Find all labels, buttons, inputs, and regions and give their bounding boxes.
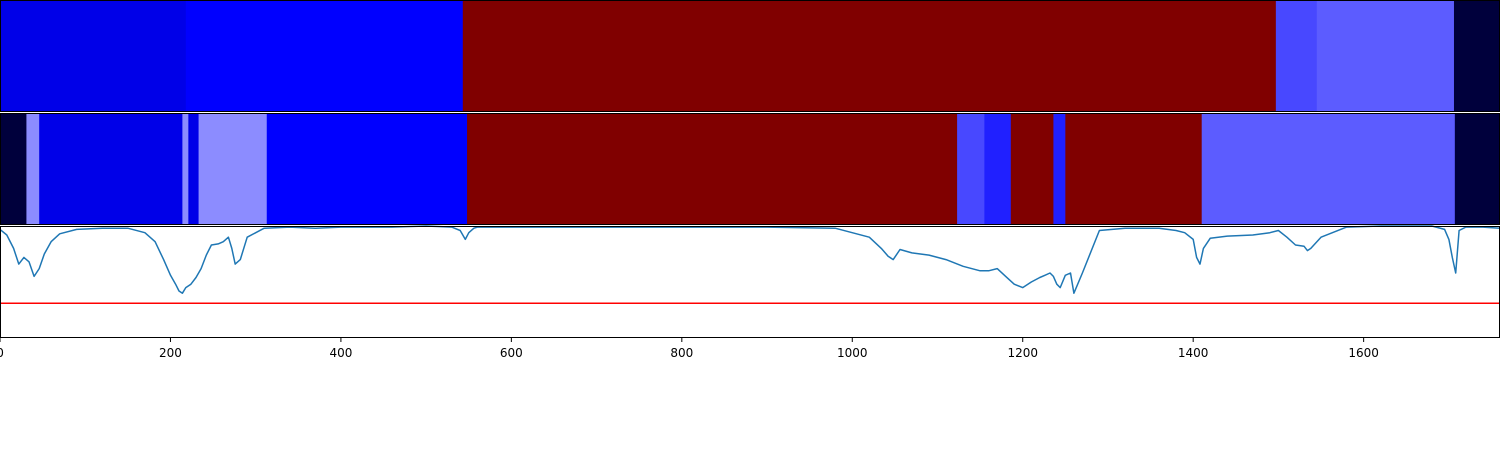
middle-row-segment-0 (0, 113, 27, 225)
top-row-segment-5 (1453, 0, 1500, 112)
top-row-segment-1 (185, 0, 464, 112)
x-tick-label-600: 600 (500, 346, 523, 360)
x-tick-label-1400: 1400 (1178, 346, 1209, 360)
middle-row-segment-13 (1201, 113, 1456, 225)
x-tick-label-400: 400 (329, 346, 352, 360)
middle-row-segment-1 (26, 113, 40, 225)
x-tick-label-1600: 1600 (1348, 346, 1379, 360)
top-row-segment-4 (1316, 0, 1455, 112)
middle-row-segment-12 (1065, 113, 1203, 225)
middle-row-segment-2 (39, 113, 183, 225)
middle-row-segment-14 (1454, 113, 1500, 225)
line-panel (0, 225, 1500, 338)
x-axis: 0 200 400 600 800 1000 1200 1400 1600 (0, 338, 1379, 360)
middle-row-segment-8 (957, 113, 985, 225)
x-tick-label-1200: 1200 (1007, 346, 1038, 360)
top-row-segment-3 (1275, 0, 1318, 112)
line-panel-background (0, 226, 1500, 338)
middle-row-segment-6 (266, 113, 468, 225)
heatmap-row-top (0, 0, 1500, 112)
top-row-segment-0 (0, 0, 187, 112)
middle-row-segment-9 (984, 113, 1012, 225)
heatmap-row-middle (0, 113, 1500, 225)
x-tick-label-1000: 1000 (837, 346, 868, 360)
middle-row-segment-11 (1053, 113, 1066, 225)
middle-row-segment-5 (198, 113, 268, 225)
top-row-segment-2 (462, 0, 1277, 112)
middle-row-segment-3 (182, 113, 189, 225)
middle-row-segment-4 (188, 113, 200, 225)
x-tick-label-0: 0 (0, 346, 4, 360)
x-tick-label-800: 800 (670, 346, 693, 360)
x-tick-label-200: 200 (159, 346, 182, 360)
middle-row-segment-10 (1010, 113, 1054, 225)
series-line (0, 225, 1500, 294)
middle-row-segment-7 (467, 113, 958, 225)
